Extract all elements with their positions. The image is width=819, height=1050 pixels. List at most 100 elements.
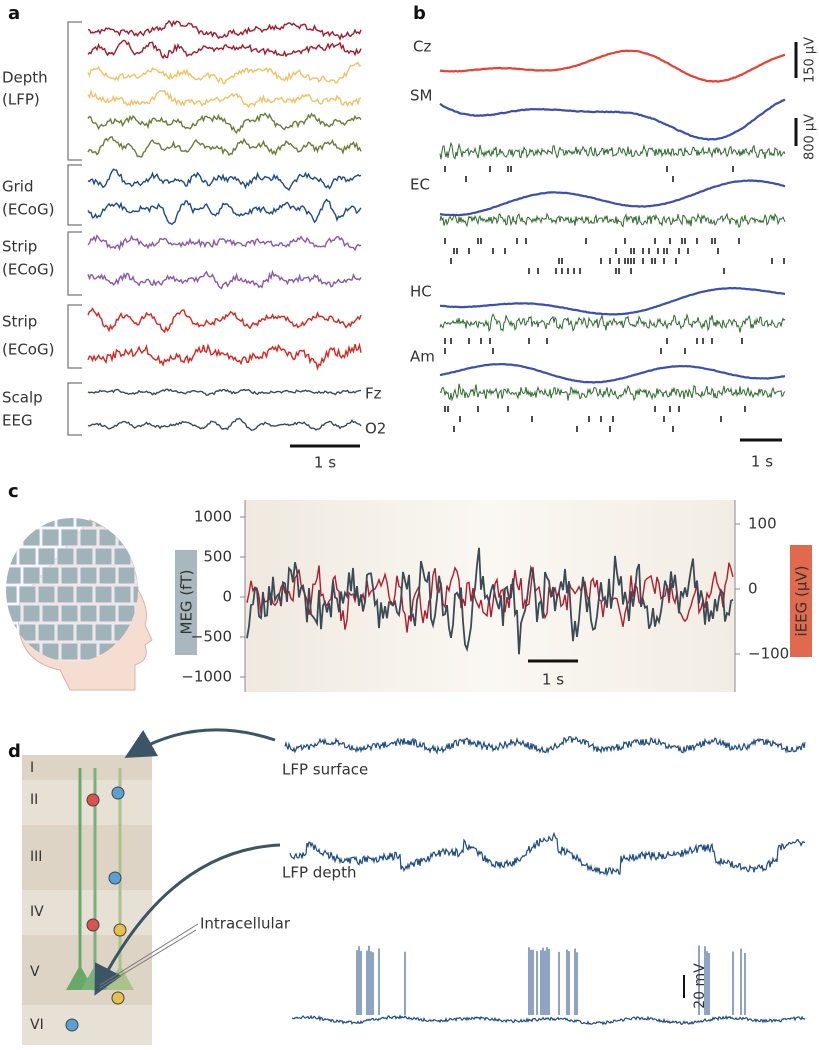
- head-illustration: [6, 518, 153, 691]
- sensor: [22, 566, 41, 585]
- sensor: [18, 585, 37, 604]
- sensor: [132, 518, 138, 528]
- sensor: [75, 585, 94, 604]
- trace: [439, 49, 786, 83]
- sensor: [6, 518, 18, 528]
- trace: [439, 312, 786, 333]
- sensor: [113, 547, 132, 566]
- sensor: [98, 528, 117, 547]
- interneuron: [65, 1018, 79, 1032]
- axis-title: MEG (fT): [178, 570, 196, 635]
- electrode-label: Intracellular: [200, 915, 291, 933]
- sensor: [75, 518, 94, 528]
- sensor: [60, 642, 79, 661]
- channel-label: Fz: [365, 385, 382, 403]
- group-label: Scalp: [2, 389, 43, 407]
- region-label: SM: [410, 87, 432, 105]
- sensor: [18, 547, 37, 566]
- panel-label: d: [8, 741, 21, 762]
- layer-band: [22, 755, 152, 780]
- trace: [87, 168, 362, 192]
- sensor: [60, 566, 79, 585]
- group-label: EEG: [2, 412, 33, 430]
- sensor: [18, 661, 37, 662]
- y-tick-label: 500: [203, 548, 232, 566]
- group-label: (LFP): [2, 91, 40, 109]
- interneuron: [111, 786, 125, 800]
- trace: [87, 89, 362, 109]
- interneuron: [111, 991, 125, 1005]
- group-label: Depth: [2, 69, 48, 87]
- sensor: [41, 604, 60, 623]
- layer-label: V: [30, 964, 40, 980]
- layer-label: II: [30, 792, 38, 808]
- region-label: EC: [410, 176, 430, 194]
- sensor: [113, 585, 132, 604]
- trace: [439, 286, 786, 316]
- group-label: (ECoG): [2, 201, 54, 219]
- trace: [87, 39, 362, 60]
- sensor: [56, 585, 75, 604]
- y2-tick-label: 0: [748, 580, 758, 598]
- channel-label: O2: [365, 420, 386, 438]
- sensor: [79, 642, 98, 661]
- sensor: [6, 604, 22, 623]
- sensor: [37, 518, 56, 528]
- sensor: [94, 518, 113, 528]
- sensor: [6, 547, 18, 566]
- trace: [87, 198, 362, 226]
- sensor: [94, 623, 113, 642]
- layer-band: [22, 1005, 152, 1045]
- sensor: [60, 528, 79, 547]
- sensor: [37, 623, 56, 642]
- sensor: [56, 623, 75, 642]
- sensor: [113, 518, 132, 528]
- sensor: [94, 585, 113, 604]
- sensor: [22, 528, 41, 547]
- electrode: [99, 923, 199, 989]
- layer-label: III: [30, 849, 42, 865]
- sensor: [117, 528, 136, 547]
- trace: [87, 417, 362, 432]
- trace: [87, 307, 362, 334]
- arrow: [124, 728, 276, 758]
- trace: [439, 179, 786, 217]
- layer-band: [22, 825, 152, 890]
- sensor: [75, 547, 94, 566]
- trace: [439, 141, 786, 160]
- y2-tick-label: −100: [748, 645, 789, 663]
- layer-label: I: [30, 760, 34, 776]
- interneuron: [113, 923, 127, 937]
- sensor: [37, 547, 56, 566]
- sensor: [6, 623, 18, 642]
- sensor: [79, 528, 98, 547]
- region-label: Am: [410, 348, 435, 366]
- sensor: [94, 547, 113, 566]
- sensor: [41, 528, 60, 547]
- trace: [87, 112, 362, 135]
- trace: [439, 383, 786, 402]
- sensor: [6, 661, 18, 662]
- sensor: [132, 547, 138, 566]
- sensor: [60, 604, 79, 623]
- group-label: Strip: [2, 238, 37, 256]
- y-tick-label: 0: [222, 588, 232, 606]
- panel-label: c: [8, 481, 19, 502]
- trace: [87, 269, 362, 290]
- trace: [87, 136, 362, 158]
- region-label: Cz: [413, 38, 431, 56]
- y-tick-label: −1000: [181, 668, 232, 686]
- panel-label: b: [413, 3, 426, 24]
- sensor: [18, 623, 37, 642]
- sensor: [6, 642, 22, 661]
- group-labels: Depth (LFP) Grid (ECoG) Strip (ECoG) Str…: [2, 69, 54, 430]
- group-label: Grid: [2, 178, 33, 196]
- y-tick-label: −500: [191, 628, 232, 646]
- trace: [284, 735, 806, 755]
- layer-label: VI: [30, 1017, 44, 1033]
- trace: [87, 388, 362, 397]
- group-label: (ECoG): [2, 261, 54, 279]
- sensor: [56, 518, 75, 528]
